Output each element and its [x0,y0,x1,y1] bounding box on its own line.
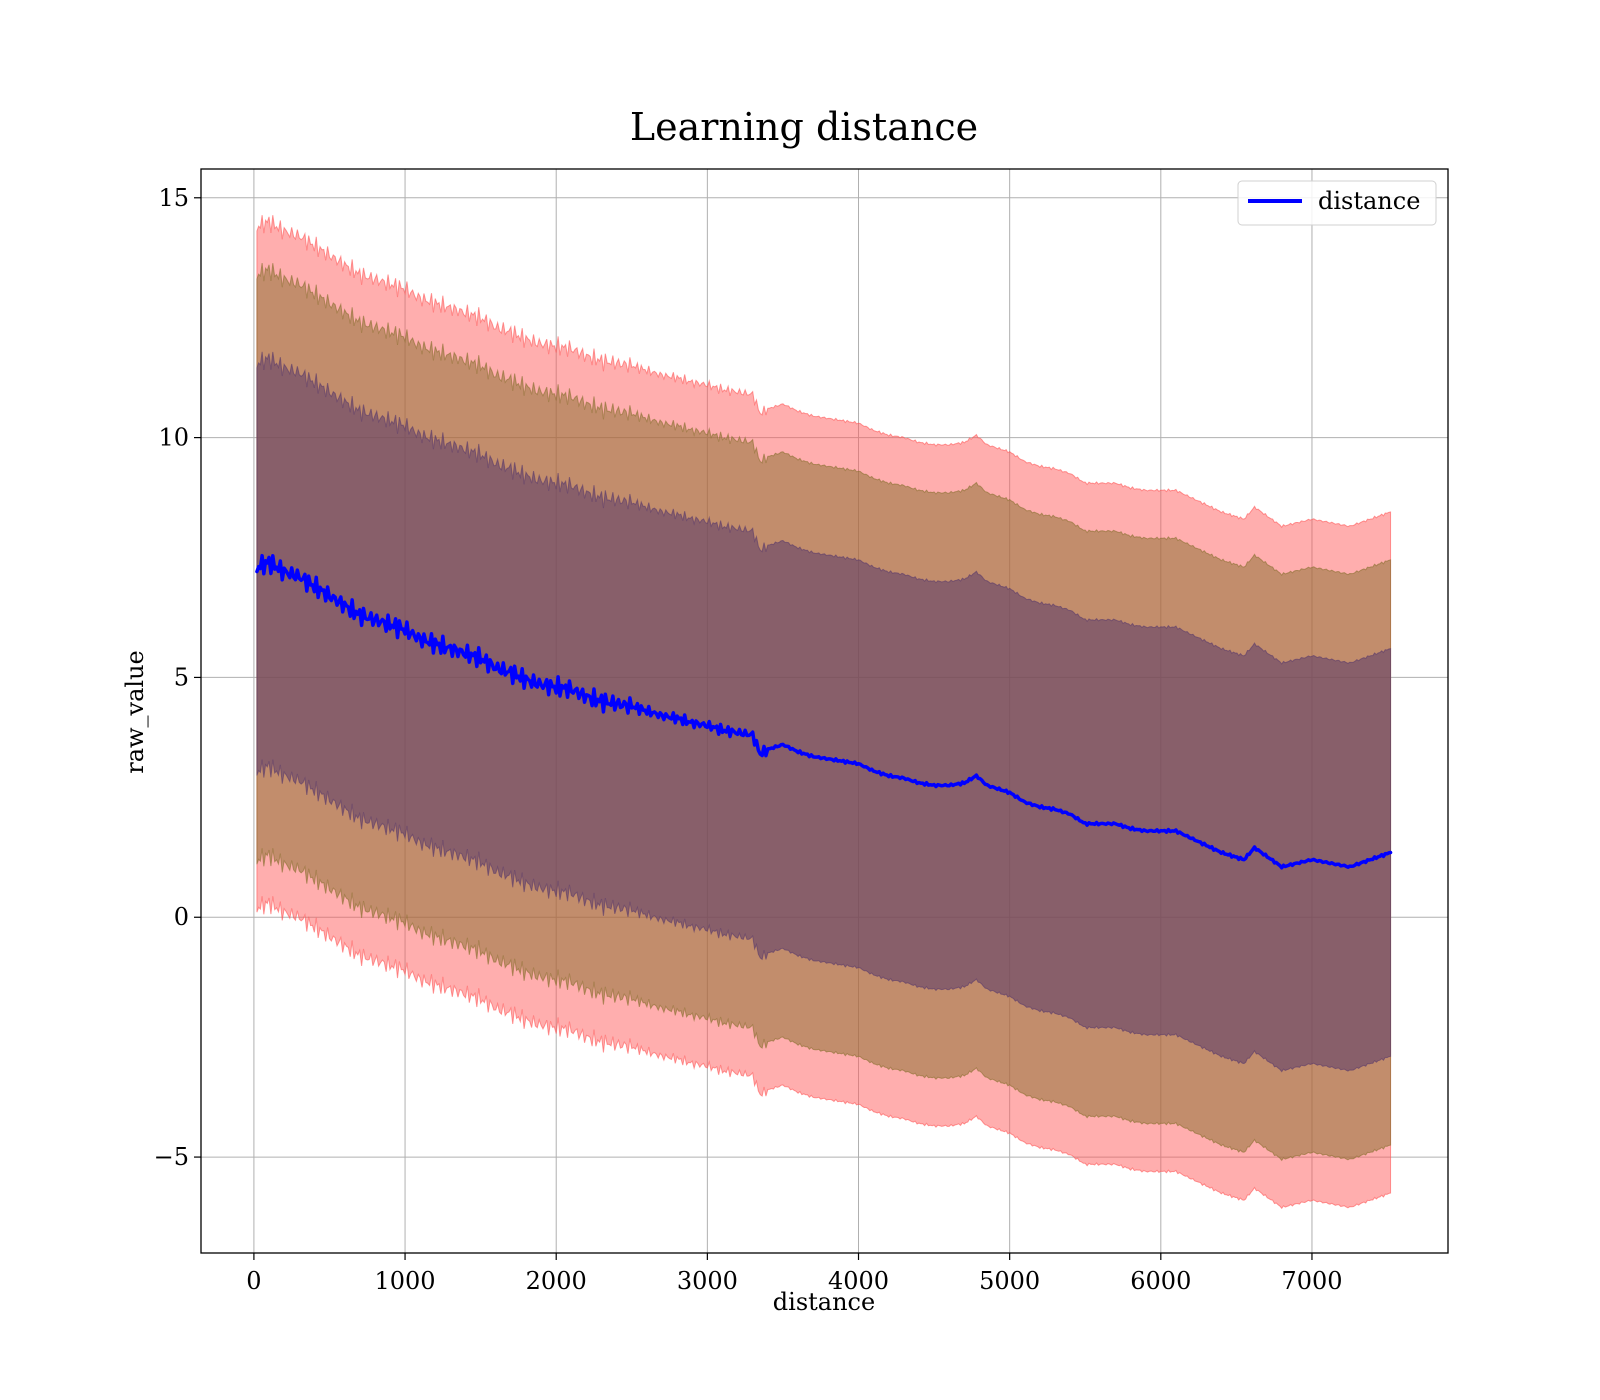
x-tick-label: 1000 [375,1267,436,1295]
legend: distance [1237,180,1437,226]
plot-area [200,168,1449,1254]
x-tick-label: 7000 [1281,1267,1342,1295]
std-band-3 [256,351,1392,1073]
y-tick-label: 5 [174,663,189,691]
legend-label-distance: distance [1318,187,1420,215]
y-tick-label: −5 [154,1143,189,1171]
x-axis-ticks: 0 1000 2000 3000 4000 5000 6000 7000 [246,1253,1343,1295]
bands [256,215,1392,1210]
legend-box [1237,180,1437,226]
x-tick-label: 3000 [677,1267,738,1295]
x-tick-label: 4000 [828,1267,889,1295]
x-tick-label: 0 [246,1267,261,1295]
x-tick-label: 6000 [1130,1267,1191,1295]
x-tick-label: 2000 [526,1267,587,1295]
y-tick-label: 10 [158,424,189,452]
y-tick-label: 0 [174,903,189,931]
plot-frame [200,168,1449,1254]
y-axis-label: raw_value [121,650,149,774]
series-lines [255,553,1393,870]
y-tick-label: 15 [158,184,189,212]
x-tick-label: 5000 [979,1267,1040,1295]
chart-title: Learning distance [630,105,978,149]
x-axis-label: distance [773,1288,875,1316]
series-line-distance [255,553,1393,870]
y-axis-ticks: −5 0 5 10 15 [154,184,201,1171]
